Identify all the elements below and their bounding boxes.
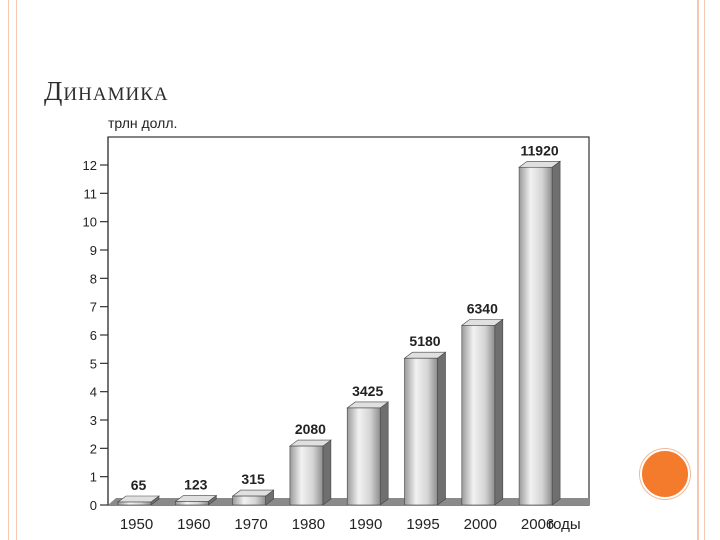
x-tick-label: 1970	[234, 516, 267, 533]
y-tick-label: 12	[83, 158, 97, 173]
bar-front	[117, 501, 152, 506]
bar: 3425	[346, 383, 390, 506]
y-tick-label: 5	[90, 356, 97, 371]
y-tick-label: 9	[90, 243, 97, 258]
frame-line-right-outer	[697, 0, 699, 540]
bar-front	[346, 407, 381, 506]
y-axis-unit-label: трлн долл.	[108, 115, 177, 131]
x-tick-label: 1995	[406, 516, 439, 533]
x-tick-label: 2006	[521, 516, 554, 533]
bar: 315	[231, 471, 275, 506]
bar-front	[232, 495, 266, 506]
slide-title: Динамика	[44, 76, 169, 106]
bar: 2080	[288, 421, 332, 506]
bar-value-label: 2080	[295, 421, 326, 437]
bar-value-label: 3425	[352, 383, 383, 399]
bar-front	[175, 501, 209, 506]
y-tick-label: 3	[90, 413, 97, 428]
bar-value-label: 315	[241, 471, 265, 487]
bar-side	[551, 160, 561, 506]
decorative-circle	[640, 449, 690, 499]
bar: 123	[174, 477, 218, 506]
bar-front	[289, 445, 324, 506]
bar-side	[494, 318, 504, 506]
bar-value-label: 123	[184, 477, 208, 493]
bar-front	[404, 357, 438, 506]
bar: 11920	[518, 142, 561, 506]
y-tick-label: 4	[90, 385, 97, 400]
x-tick-label: 1990	[349, 516, 382, 533]
bar: 6340	[460, 300, 504, 506]
bar-front	[518, 166, 553, 506]
bar-side	[322, 439, 332, 506]
x-tick-label: 2000	[464, 516, 497, 533]
bar-side	[437, 351, 446, 506]
y-tick-label: 8	[90, 271, 97, 286]
frame-line-right-inner	[704, 0, 705, 540]
x-axis-title: годы	[548, 516, 581, 533]
bar: 5180	[403, 333, 447, 506]
y-tick-label: 6	[90, 328, 97, 343]
y-tick-label: 1	[90, 470, 97, 485]
bar-side	[379, 401, 389, 506]
bar-value-label: 5180	[409, 333, 440, 349]
frame-line-left-inner	[16, 0, 17, 540]
x-tick-label: 1950	[120, 516, 153, 533]
bar-value-label: 11920	[521, 142, 559, 158]
x-tick-label: 1960	[177, 516, 210, 533]
frame-line-left	[8, 0, 9, 540]
bar: 65	[117, 477, 160, 506]
y-tick-label: 11	[84, 186, 98, 201]
y-tick-label: 0	[90, 498, 97, 513]
bar-front	[461, 325, 496, 506]
bar-value-label: 6340	[467, 300, 498, 316]
x-tick-label: 1980	[292, 516, 325, 533]
y-tick-label: 2	[90, 441, 97, 456]
bar-value-label: 65	[131, 477, 147, 493]
y-tick-label: 10	[83, 215, 97, 230]
y-tick-label: 7	[90, 300, 97, 315]
